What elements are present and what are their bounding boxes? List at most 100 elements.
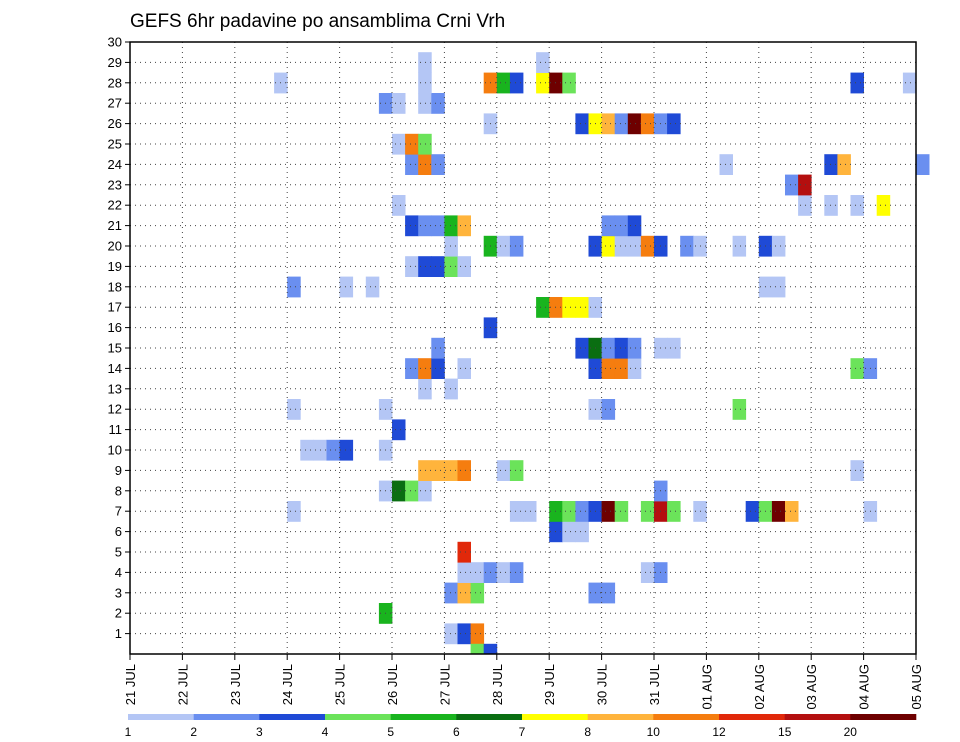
heatmap-cell [798,174,812,196]
heatmap-cell [627,235,642,257]
x-tick-label: 25 JUL [333,664,348,705]
x-tick-label: 28 JUL [490,664,505,705]
heatmap-cell [418,93,432,114]
heatmap-cell [850,460,864,481]
heatmap-cell [614,337,629,359]
legend-swatch [522,714,588,720]
heatmap-cell [483,643,498,655]
y-tick-label: 23 [108,177,122,192]
heatmap-cell [418,256,432,277]
y-tick-label: 7 [115,504,122,519]
x-axis: 21 JUL 22 JUL 23 JUL 24 JUL 25 JUL 26 JUL 27 J… [123,654,924,710]
heatmap-cell [444,623,458,645]
heatmap-cell [785,174,799,196]
x-tick-label: 26 JUL [385,664,400,705]
heatmap-cell [667,337,681,359]
heatmap-cell [680,235,694,257]
heatmap-cell [418,133,432,155]
legend-label: 10 [647,725,661,739]
y-tick-label: 8 [115,483,122,498]
heatmap-cell [457,623,471,645]
heatmap-cell [431,337,445,359]
heatmap-cell [771,501,786,522]
x-tick-label: 31 JUL [647,664,662,705]
y-tick-label: 21 [108,218,122,233]
heatmap-cell [601,235,616,257]
heatmap-cell [444,378,458,400]
y-tick-label: 25 [108,137,122,152]
y-tick-label: 20 [108,239,122,254]
heatmap-cell [496,235,511,257]
legend-swatch [719,714,785,720]
y-tick-label: 27 [108,96,122,111]
heatmap-cell [418,215,432,237]
legend-label: 12 [712,725,726,739]
heatmap-cell [457,460,471,481]
heatmap-cell [614,113,629,135]
legend-label: 7 [519,725,526,739]
y-tick-label: 14 [108,361,122,376]
heatmap-cell [300,439,314,461]
heatmap-cell [732,235,747,257]
heatmap-cell [575,521,589,543]
heatmap-cell [562,72,576,94]
y-tick-label: 29 [108,55,122,70]
heatmap-cells [274,52,930,655]
legend-swatch [784,714,851,720]
legend-swatch [587,714,654,720]
heatmap-cell [418,72,432,94]
heatmap-cell [771,235,786,257]
heatmap-cell [785,501,799,522]
heatmap-cell [562,501,576,522]
heatmap-cell [837,154,851,175]
heatmap-cell [365,276,380,298]
y-tick-label: 11 [109,422,123,437]
y-tick-label: 4 [115,565,122,580]
heatmap-cell [719,154,733,175]
legend-label: 2 [190,725,197,739]
heatmap-cell [575,337,589,359]
heatmap-cell [509,235,524,257]
heatmap-cell [457,256,471,277]
heatmap-cell [339,439,354,461]
heatmap-cell [444,582,458,604]
heatmap-cell [418,154,432,175]
heatmap-cell [509,501,524,522]
heatmap-cell [667,501,681,522]
heatmap-cell [457,582,471,604]
heatmap-cell [470,623,485,645]
heatmap-cell [405,480,419,502]
heatmap-cell [326,439,340,461]
heatmap-cell [627,358,642,379]
x-tick-label: 01 AUG [699,664,714,710]
heatmap-cell [431,215,445,237]
legend-swatch [850,714,917,720]
heatmap-cell [640,562,655,583]
heatmap-cell [405,133,419,155]
heatmap-cell [627,337,642,359]
heatmap-cell [850,358,864,379]
dotted-grid [130,42,916,654]
x-tick-label: 27 JUL [437,664,452,705]
heatmap-cell [496,460,511,481]
heatmap-cell [614,501,629,522]
heatmap-cell [575,501,589,522]
heatmap-cell [627,215,642,237]
heatmap-cell [745,501,760,522]
legend-swatch [325,714,391,720]
heatmap-cell [523,501,537,522]
y-tick-label: 16 [108,320,122,335]
heatmap-cell [771,276,786,298]
x-tick-label: 02 AUG [752,664,767,710]
heatmap-cell [431,93,445,114]
heatmap-cell [457,562,471,583]
legend-label: 1 [125,725,132,739]
heatmap-cell [601,582,616,604]
heatmap-cell [392,195,406,216]
heatmap-cell [667,113,681,135]
heatmap-cell [431,358,445,379]
heatmap-cell [287,501,301,522]
y-tick-label: 6 [115,524,122,539]
y-tick-label: 2 [115,606,122,621]
